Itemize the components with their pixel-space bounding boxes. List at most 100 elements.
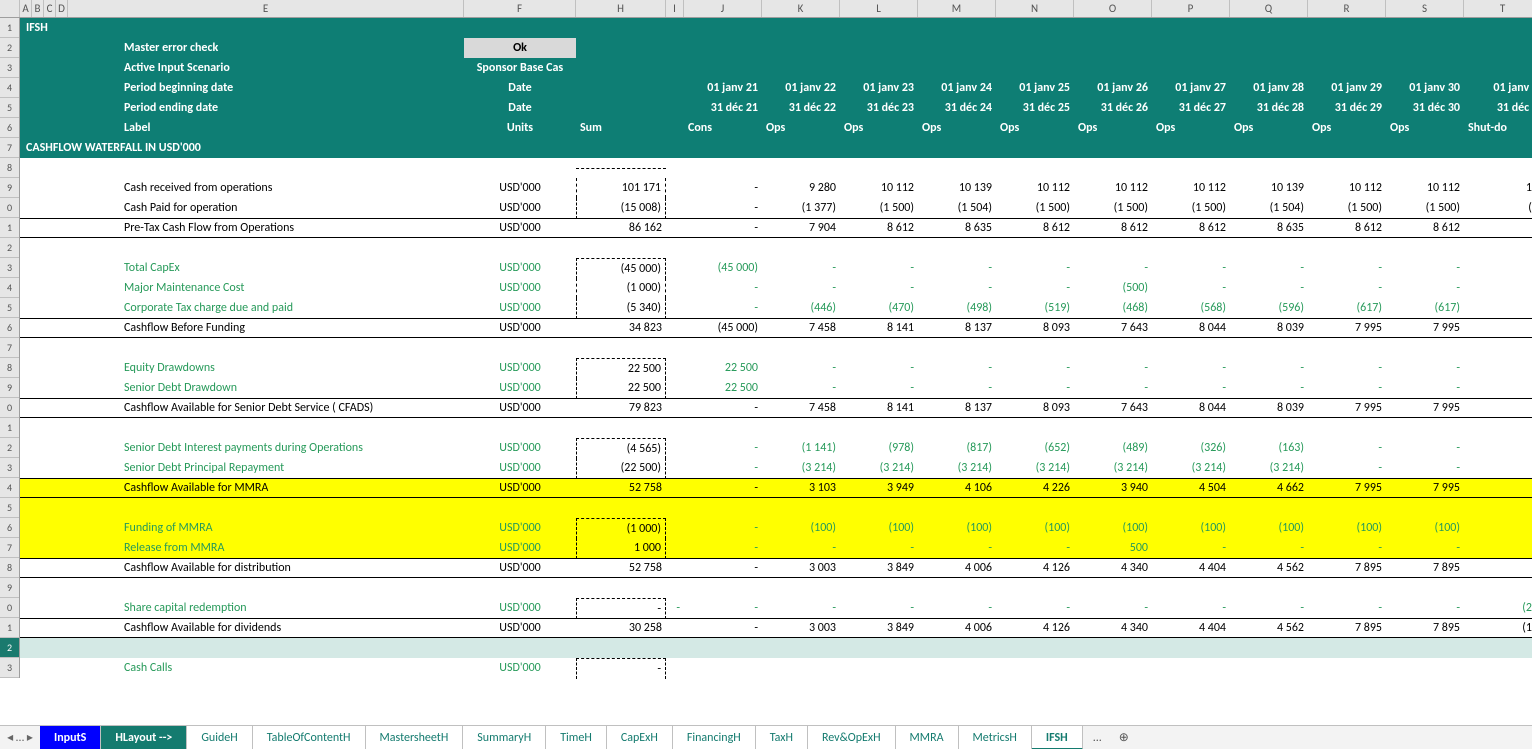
- row-header[interactable]: 2: [0, 438, 19, 458]
- blank-row: [20, 238, 1532, 258]
- row-header[interactable]: 7: [0, 538, 19, 558]
- col-header-A[interactable]: A: [20, 0, 32, 17]
- row-header[interactable]: 3: [0, 458, 19, 478]
- data-row: Total CapExUSD'000(45 000)(45 000)------…: [20, 258, 1532, 278]
- row-header[interactable]: 8: [0, 158, 19, 178]
- col-header-P[interactable]: P: [1152, 0, 1230, 17]
- tab-nav-arrows[interactable]: ◂ … ▸: [0, 730, 40, 745]
- row-header[interactable]: 1: [0, 18, 19, 38]
- row-header[interactable]: 7: [0, 338, 19, 358]
- data-row: Equity DrawdownsUSD'00022 50022 500-----…: [20, 358, 1532, 378]
- col-header-J[interactable]: J: [684, 0, 762, 17]
- row-header[interactable]: 8: [0, 358, 19, 378]
- row-header[interactable]: 9: [0, 578, 19, 598]
- col-header-D[interactable]: D: [56, 0, 68, 17]
- blank-row: [20, 338, 1532, 358]
- blank-row: [20, 158, 1532, 178]
- row-header[interactable]: 6: [0, 518, 19, 538]
- col-header-Q[interactable]: Q: [1230, 0, 1308, 17]
- data-row: Release from MMRAUSD'0001 000-----500---…: [20, 538, 1532, 558]
- data-row: Cash Paid for operationUSD'000(15 008)-(…: [20, 198, 1532, 218]
- col-header-B[interactable]: B: [32, 0, 44, 17]
- data-row: Pre-Tax Cash Flow from OperationsUSD'000…: [20, 218, 1532, 238]
- tab-ifsh-active[interactable]: IFSH: [1032, 726, 1083, 749]
- col-header-L[interactable]: L: [840, 0, 918, 17]
- section-header: CASHFLOW WATERFALL IN USD'000: [20, 138, 1532, 158]
- row-header[interactable]: 2: [0, 238, 19, 258]
- row-header[interactable]: 3: [0, 658, 19, 678]
- tab-metricsh[interactable]: MetricsH: [959, 726, 1032, 749]
- data-row: Senior Debt Principal RepaymentUSD'000(2…: [20, 458, 1532, 478]
- row-header[interactable]: 1: [0, 418, 19, 438]
- row-header[interactable]: 0: [0, 198, 19, 218]
- data-row: Funding of MMRAUSD'000(1 000)-(100)(100)…: [20, 518, 1532, 538]
- data-row: Senior Debt Interest payments during Ope…: [20, 438, 1532, 458]
- col-header-T[interactable]: T: [1464, 0, 1532, 17]
- data-row: Corporate Tax charge due and paidUSD'000…: [20, 298, 1532, 318]
- row-header[interactable]: 3: [0, 58, 19, 78]
- row-header[interactable]: 2: [0, 38, 19, 58]
- tab-more[interactable]: ...: [1083, 731, 1112, 745]
- header-row: Master error checkOk: [20, 38, 1532, 58]
- tab-timeh[interactable]: TimeH: [546, 726, 607, 749]
- row-header[interactable]: 4: [0, 478, 19, 498]
- col-header-C[interactable]: C: [44, 0, 56, 17]
- tab-mmra[interactable]: MMRA: [896, 726, 959, 749]
- col-header-E[interactable]: E: [68, 0, 464, 17]
- row-header[interactable]: 9: [0, 378, 19, 398]
- worksheet-grid[interactable]: IFSHMaster error checkOkActive Input Sce…: [20, 18, 1532, 678]
- data-row: Share capital redemptionUSD'000---------…: [20, 598, 1532, 618]
- data-row: Cash received from operationsUSD'000101 …: [20, 178, 1532, 198]
- tab-summaryh[interactable]: SummaryH: [463, 726, 546, 749]
- row-header[interactable]: 5: [0, 98, 19, 118]
- data-row: Cashflow Available for Senior Debt Servi…: [20, 398, 1532, 418]
- add-sheet-icon[interactable]: ⊕: [1112, 730, 1136, 745]
- tab-inputs[interactable]: InputS: [40, 726, 101, 749]
- col-header-R[interactable]: R: [1308, 0, 1386, 17]
- tab-tableofcontenth[interactable]: TableOfContentH: [253, 726, 366, 749]
- row-header[interactable]: 4: [0, 278, 19, 298]
- col-header-M[interactable]: M: [918, 0, 996, 17]
- col-header-S[interactable]: S: [1386, 0, 1464, 17]
- tab-hlayout[interactable]: HLayout -->: [101, 726, 187, 749]
- col-header-K[interactable]: K: [762, 0, 840, 17]
- row-header[interactable]: 0: [0, 598, 19, 618]
- data-row: Cashflow Before FundingUSD'00034 823(45 …: [20, 318, 1532, 338]
- col-header-F[interactable]: F: [464, 0, 576, 17]
- row-header[interactable]: 1: [0, 618, 19, 638]
- data-row: Cashflow Available for MMRAUSD'00052 758…: [20, 478, 1532, 498]
- tab-rev&opexh[interactable]: Rev&OpExH: [808, 726, 896, 749]
- data-row: Major Maintenance CostUSD'000(1 000)----…: [20, 278, 1532, 298]
- row-header[interactable]: 5: [0, 298, 19, 318]
- tab-financingh[interactable]: FinancingH: [673, 726, 756, 749]
- blank-row: [20, 578, 1532, 598]
- row-header[interactable]: 2: [0, 638, 19, 658]
- sheet-title-row: IFSH: [20, 18, 1532, 38]
- row-header[interactable]: 6: [0, 118, 19, 138]
- col-header-N[interactable]: N: [996, 0, 1074, 17]
- header-row: Period ending dateDate31 déc 2131 déc 22…: [20, 98, 1532, 118]
- row-header[interactable]: 6: [0, 318, 19, 338]
- column-headers: ABCDEFHIJKLMNOPQRST: [0, 0, 1532, 18]
- header-row: Active Input ScenarioSponsor Base Cas: [20, 58, 1532, 78]
- row-header[interactable]: 4: [0, 78, 19, 98]
- row-header[interactable]: 8: [0, 558, 19, 578]
- row-header[interactable]: 1: [0, 218, 19, 238]
- blank-row: [20, 638, 1532, 658]
- tab-capexh[interactable]: CapExH: [607, 726, 673, 749]
- data-row: Cashflow Available for dividendsUSD'0003…: [20, 618, 1532, 638]
- row-header[interactable]: 3: [0, 258, 19, 278]
- row-header[interactable]: 7: [0, 138, 19, 158]
- row-header[interactable]: 0: [0, 398, 19, 418]
- sheet-tab-bar: ◂ … ▸ InputS HLayout --> GuideHTableOfCo…: [0, 725, 1532, 749]
- row-header[interactable]: 5: [0, 498, 19, 518]
- col-header-H[interactable]: H: [576, 0, 666, 17]
- col-header-O[interactable]: O: [1074, 0, 1152, 17]
- tab-guideh[interactable]: GuideH: [187, 726, 252, 749]
- tab-taxh[interactable]: TaxH: [756, 726, 808, 749]
- col-header-I[interactable]: I: [666, 0, 684, 17]
- data-row: Cashflow Available for distributionUSD'0…: [20, 558, 1532, 578]
- data-row: Cash CallsUSD'000-: [20, 658, 1532, 678]
- row-header[interactable]: 9: [0, 178, 19, 198]
- tab-mastersheeth[interactable]: MastersheetH: [366, 726, 464, 749]
